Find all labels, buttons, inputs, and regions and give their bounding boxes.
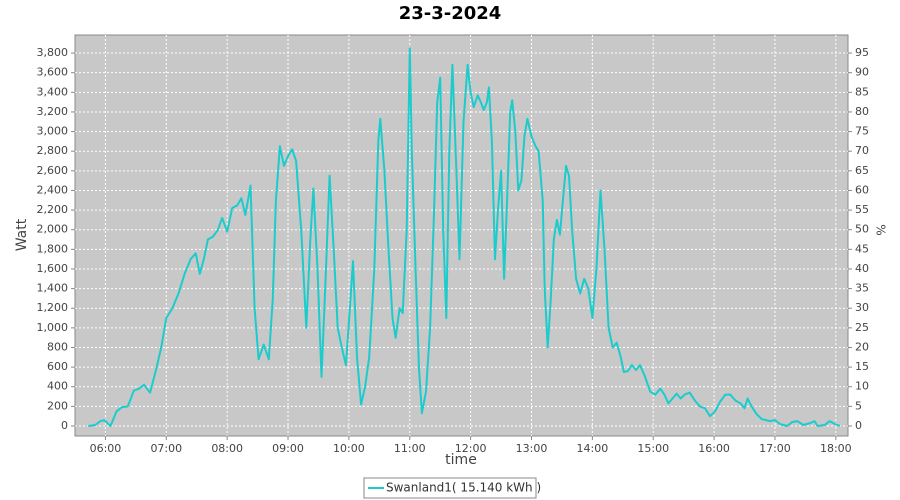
y2-tick-label: 25 [855, 321, 869, 334]
y2-tick-label: 80 [855, 105, 869, 118]
y2-tick-label: 10 [855, 380, 869, 393]
x-tick-label: 06:00 [90, 442, 122, 455]
x-tick-label: 18:00 [820, 442, 852, 455]
y-tick-label: 2,400 [37, 183, 69, 196]
y2-tick-label: 50 [855, 223, 869, 236]
y2-tick-label: 35 [855, 282, 869, 295]
y-tick-label: 1,200 [37, 301, 69, 314]
y-tick-label: 2,800 [37, 144, 69, 157]
y2-axis-label: % [874, 224, 888, 235]
x-tick-label: 10:00 [333, 442, 365, 455]
y2-tick-label: 55 [855, 203, 869, 216]
x-axis-label: time [445, 452, 477, 468]
x-tick-label: 15:00 [637, 442, 669, 455]
y-tick-label: 2,000 [37, 223, 69, 236]
legend-box [363, 477, 537, 499]
y-axis-label: Watt [14, 218, 30, 251]
y2-tick-label: 0 [855, 419, 862, 432]
y2-tick-label: 45 [855, 242, 869, 255]
y-tick-label: 1,800 [37, 242, 69, 255]
x-tick-label: 16:00 [698, 442, 730, 455]
y-tick-label: 3,800 [37, 46, 69, 59]
y-tick-label: 0 [61, 419, 68, 432]
y2-tick-label: 75 [855, 125, 869, 138]
x-tick-label: 13:00 [516, 442, 548, 455]
x-tick-label: 07:00 [150, 442, 182, 455]
y-tick-label: 3,200 [37, 105, 69, 118]
plot-area [74, 34, 849, 437]
y-tick-label: 400 [47, 380, 68, 393]
y-tick-label: 1,600 [37, 262, 69, 275]
y2-tick-label: 40 [855, 262, 869, 275]
y2-tick-label: 65 [855, 164, 869, 177]
x-tick-label: 08:00 [211, 442, 243, 455]
y-tick-label: 3,400 [37, 85, 69, 98]
legend-label: Swanland1( 15.140 kWh ) [386, 481, 541, 495]
y-tick-label: 3,600 [37, 66, 69, 79]
y-tick-label: 600 [47, 360, 68, 373]
y2-tick-label: 15 [855, 360, 869, 373]
x-tick-label: 11:00 [394, 442, 426, 455]
y-tick-label: 200 [47, 399, 68, 412]
y2-tick-label: 95 [855, 46, 869, 59]
y2-tick-label: 85 [855, 85, 869, 98]
y2-tick-label: 90 [855, 66, 869, 79]
legend: Swanland1( 15.140 kWh ) [363, 477, 541, 499]
y-tick-label: 1,000 [37, 321, 69, 334]
y2-tick-label: 5 [855, 399, 862, 412]
y2-tick-label: 70 [855, 144, 869, 157]
x-tick-label: 12:00 [455, 442, 487, 455]
y-tick-label: 2,200 [37, 203, 69, 216]
y-tick-label: 1,400 [37, 282, 69, 295]
data-line [88, 47, 841, 427]
x-tick-label: 17:00 [759, 442, 791, 455]
x-tick-label: 09:00 [272, 442, 304, 455]
y2-tick-label: 20 [855, 340, 869, 353]
y-tick-label: 800 [47, 340, 68, 353]
y2-tick-label: 60 [855, 183, 869, 196]
y-tick-label: 2,600 [37, 164, 69, 177]
y2-tick-label: 30 [855, 301, 869, 314]
x-tick-label: 14:00 [577, 442, 609, 455]
y-tick-label: 3,000 [37, 125, 69, 138]
chart-title: 23-3-2024 [399, 3, 502, 24]
